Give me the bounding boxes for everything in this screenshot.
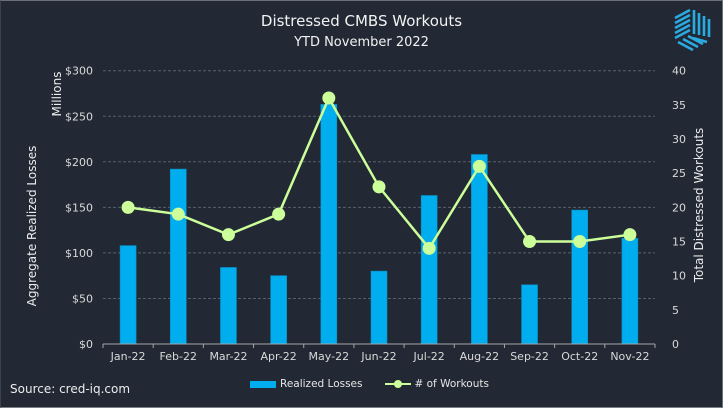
y-left-tick-label: $0 [79,338,93,351]
y-left-tick-label: $150 [65,201,93,214]
legend-label-realized-losses: Realized Losses [280,378,363,390]
point-workouts [272,207,286,221]
legend-item-realized-losses: Realized Losses [250,378,363,390]
point-workouts [623,228,637,242]
y-left-unit-label: Millions [50,72,64,117]
point-workouts [523,235,537,249]
x-tick-label: Jul-22 [413,350,445,363]
x-tick-label: Jan-22 [110,350,146,363]
y-right-tick-label: 30 [672,133,686,146]
bar-realized-losses [220,267,237,345]
y-left-axis-title: Aggregate Realized Losses [25,146,39,307]
bar-realized-losses [571,209,589,345]
legend: Realized Losses # of Workouts [250,378,489,390]
source-note: Source: cred-iq.com [10,382,131,396]
bar-realized-losses [320,104,338,345]
y-right-tick-label: 35 [672,99,686,112]
y-left-tick-label: $50 [72,292,93,305]
x-tick-label: Jun-22 [360,350,396,363]
point-workouts [372,180,386,194]
bar-realized-losses [521,284,538,345]
y-left-tick-label: $250 [65,110,93,123]
x-tick-label: Sep-22 [510,350,549,363]
chart-title: Distressed CMBS Workouts [260,12,463,30]
bar-realized-losses [370,270,388,345]
point-workouts [171,207,185,221]
bar-realized-losses [270,275,287,345]
line-workouts [127,95,631,251]
y-left-tick-label: $200 [65,156,93,169]
y-left-tick-label: $100 [65,247,93,260]
legend-label-workouts: # of Workouts [414,378,489,390]
x-tick-label: Apr-22 [260,350,296,363]
y-right-tick-label: 25 [672,167,686,180]
point-workouts [422,241,436,255]
bar-realized-losses [420,195,438,345]
y-right-tick-label: 5 [672,304,679,317]
legend-line-swatch [384,379,411,389]
point-workouts [221,228,235,242]
bar-realized-losses [621,238,639,345]
legend-bar-swatch [250,380,276,388]
point-workouts [121,200,135,214]
point-workouts [322,91,336,105]
y-right-axis-title: Total Distressed Workouts [692,128,706,284]
bar-realized-losses [119,245,137,345]
x-tick-label: Aug-22 [460,350,499,363]
y-right-tick-label: 15 [672,236,686,249]
x-tick-label: Mar-22 [209,350,247,363]
point-workouts [573,235,587,249]
x-tick-label: May-22 [309,350,350,363]
y-right-tick-label: 10 [672,270,686,283]
bar-realized-losses [169,168,187,345]
bar-realized-losses [471,154,488,345]
point-workouts [472,159,486,173]
x-tick-label: Feb-22 [160,350,197,363]
y-right-tick-label: 0 [672,338,679,351]
y-right-tick-label: 20 [672,201,686,214]
chart-subtitle: YTD November 2022 [294,35,429,50]
cred-iq-logo-icon [674,8,711,52]
x-tick-label: Oct-22 [561,350,598,363]
x-tick-label: Nov-22 [610,350,649,363]
y-left-tick-label: $300 [65,65,93,78]
y-right-tick-label: 40 [672,65,686,78]
legend-item-workouts: # of Workouts [384,378,489,390]
